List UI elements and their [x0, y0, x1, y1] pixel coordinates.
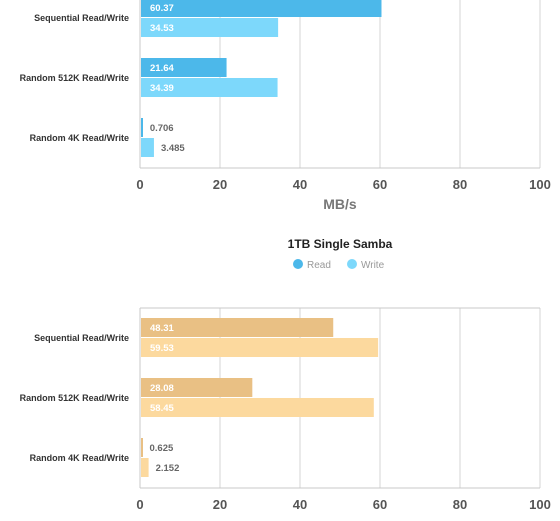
- data-label-read-random-4k-read-write: 0.706: [150, 123, 174, 134]
- bar-read-random-512k-read-write: [141, 378, 253, 397]
- data-label-write-random-512k-read-write: 58.45: [150, 403, 174, 414]
- data-label-write-sequential-read-write: 34.53: [150, 23, 174, 34]
- category-label-random-4k-read-write: Random 4K Read/Write: [30, 453, 129, 463]
- category-label-random-512k-read-write: Random 512K Read/Write: [20, 73, 129, 83]
- category-label-sequential-read-write: Sequential Read/Write: [34, 13, 129, 23]
- bar-read-random-4k-read-write: [141, 118, 143, 137]
- bar-write-random-4k-read-write: [141, 138, 154, 157]
- x-tick-label-100: 100: [529, 177, 551, 192]
- x-tick-label-40: 40: [293, 177, 307, 192]
- chart-title: 1TB Single Samba: [288, 237, 393, 251]
- bar-write-random-4k-read-write: [141, 458, 149, 477]
- data-label-write-random-4k-read-write: 3.485: [161, 143, 185, 154]
- legend-label-read: Read: [307, 260, 331, 271]
- data-label-read-sequential-read-write: 48.31: [150, 323, 174, 334]
- legend: Read Write: [293, 259, 385, 271]
- x-axis-label: MB/s: [323, 196, 357, 212]
- x-tick-label-60: 60: [373, 177, 387, 192]
- x-tick-label-20: 20: [213, 497, 227, 512]
- bar-write-random-512k-read-write: [141, 398, 374, 417]
- x-tick-label-100: 100: [529, 497, 551, 512]
- bar-read-sequential-read-write: [141, 318, 334, 337]
- data-label-read-random-512k-read-write: 21.64: [150, 63, 174, 74]
- bar-read-sequential-read-write: [141, 0, 382, 17]
- bar-read-random-4k-read-write: [141, 438, 143, 457]
- bar-write-sequential-read-write: [141, 18, 279, 37]
- x-tick-label-60: 60: [373, 497, 387, 512]
- bar-write-random-512k-read-write: [141, 78, 278, 97]
- x-tick-label-80: 80: [453, 177, 467, 192]
- legend-swatch-read: [293, 259, 303, 269]
- x-tick-label-20: 20: [213, 177, 227, 192]
- data-label-read-random-512k-read-write: 28.08: [150, 383, 174, 394]
- data-label-write-random-4k-read-write: 2.152: [156, 463, 180, 474]
- x-tick-label-0: 0: [136, 497, 143, 512]
- data-label-read-random-4k-read-write: 0.625: [150, 443, 174, 454]
- x-tick-label-0: 0: [136, 177, 143, 192]
- x-tick-label-80: 80: [453, 497, 467, 512]
- x-tick-label-40: 40: [293, 497, 307, 512]
- legend-swatch-write: [347, 259, 357, 269]
- chart-top: 0 20 40 60 80 100 MB/s Sequential Read/Write 60.…: [20, 0, 551, 212]
- bar-read-random-512k-read-write: [141, 58, 227, 77]
- chart-bottom: 0 20 40 60 80 100 Sequential Read/Write 48.31 59…: [20, 237, 551, 512]
- data-label-read-sequential-read-write: 60.37: [150, 3, 174, 14]
- legend-label-write: Write: [361, 260, 385, 271]
- category-label-random-4k-read-write: Random 4K Read/Write: [30, 133, 129, 143]
- data-label-write-sequential-read-write: 59.53: [150, 343, 174, 354]
- category-label-sequential-read-write: Sequential Read/Write: [34, 333, 129, 343]
- bar-write-sequential-read-write: [141, 338, 379, 357]
- data-label-write-random-512k-read-write: 34.39: [150, 83, 174, 94]
- category-label-random-512k-read-write: Random 512K Read/Write: [20, 393, 129, 403]
